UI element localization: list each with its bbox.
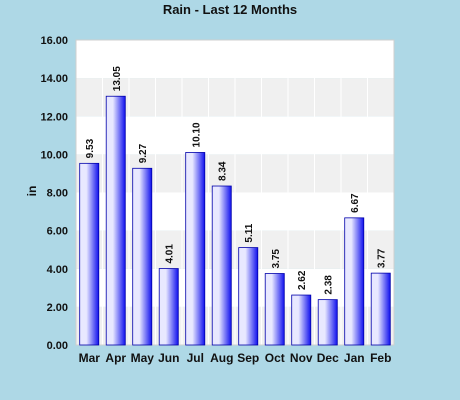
y-tick-label: 10.00 bbox=[40, 149, 68, 161]
data-label: 6.67 bbox=[350, 193, 361, 213]
y-tick-label: 4.00 bbox=[47, 264, 68, 276]
bar-may bbox=[132, 167, 153, 346]
bar-apr bbox=[105, 95, 126, 346]
data-label: 3.75 bbox=[271, 249, 282, 269]
bar-jan bbox=[344, 217, 365, 346]
bar-oct bbox=[264, 273, 285, 346]
y-tick-label: 2.00 bbox=[47, 302, 68, 314]
x-tick-label: Mar bbox=[79, 351, 101, 365]
x-tick-label: Apr bbox=[105, 351, 126, 365]
y-axis: 0.00 2.00 4.00 6.00 8.00 10.00 12.00 14.00 16.00 bbox=[40, 35, 68, 352]
y-axis-label: in bbox=[25, 186, 39, 197]
x-tick-label: Sep bbox=[237, 351, 259, 365]
plot-area bbox=[75, 39, 395, 346]
bars: 9.53 13.05 9.27 4.01 10.10 8.34 5.11 3.75 2.62 2.… bbox=[79, 66, 391, 346]
data-label: 9.53 bbox=[85, 138, 96, 158]
x-tick-label: Oct bbox=[265, 351, 285, 365]
data-label: 10.10 bbox=[191, 122, 202, 147]
bar-nov bbox=[291, 294, 312, 346]
x-tick-label: Jul bbox=[187, 351, 204, 365]
data-label: 5.11 bbox=[244, 223, 255, 242]
data-label: 13.05 bbox=[112, 66, 123, 91]
y-tick-label: 0.00 bbox=[47, 340, 68, 352]
bar-mar bbox=[79, 162, 100, 346]
y-tick-label: 12.00 bbox=[40, 111, 68, 123]
data-label: 2.62 bbox=[297, 270, 308, 290]
y-tick-label: 16.00 bbox=[40, 35, 68, 47]
y-tick-label: 6.00 bbox=[47, 226, 68, 238]
x-tick-label: Aug bbox=[210, 351, 233, 365]
bar-dec bbox=[317, 299, 338, 346]
plot-border bbox=[75, 39, 395, 346]
x-tick-label: Jan bbox=[344, 351, 365, 365]
data-label: 4.01 bbox=[165, 244, 176, 264]
x-tick-label: May bbox=[131, 351, 155, 365]
data-label: 9.27 bbox=[138, 143, 149, 163]
x-axis: Mar Apr May Jun Jul Aug Sep Oct Nov Dec Jan Feb bbox=[79, 351, 392, 365]
data-label: 8.34 bbox=[218, 161, 229, 181]
y-tick-label: 14.00 bbox=[40, 73, 68, 85]
x-tick-label: Jun bbox=[158, 351, 179, 365]
bar-sep bbox=[238, 247, 259, 346]
data-label: 3.77 bbox=[377, 248, 388, 268]
y-tick-label: 8.00 bbox=[47, 188, 68, 200]
bar-aug bbox=[211, 185, 232, 346]
chart-title: Rain - Last 12 Months bbox=[163, 2, 297, 17]
x-tick-label: Nov bbox=[290, 351, 313, 365]
x-tick-label: Dec bbox=[317, 351, 339, 365]
bar-jun bbox=[158, 268, 179, 346]
bar-feb bbox=[370, 272, 391, 346]
x-tick-label: Feb bbox=[370, 351, 391, 365]
data-label: 2.38 bbox=[324, 275, 335, 295]
bar-jul bbox=[185, 152, 206, 346]
